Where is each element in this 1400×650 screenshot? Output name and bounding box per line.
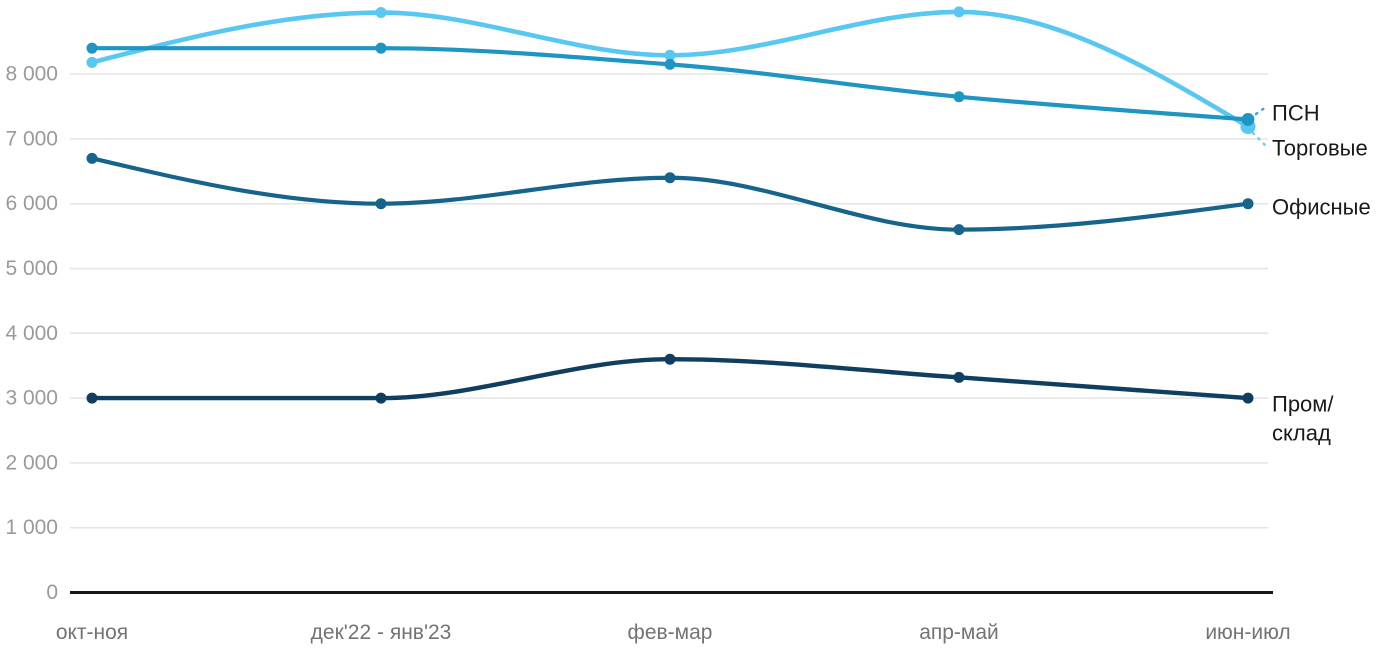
series-point-2-3	[953, 224, 965, 236]
series-point-0-2	[664, 58, 676, 70]
series-point-0-4	[1241, 113, 1255, 126]
y-tick-label-1000: 1 000	[5, 516, 58, 539]
series-label-3: Пром/	[1272, 392, 1334, 417]
gridlines	[70, 73, 1268, 529]
x-axis-tick-labels: окт-ноя дек'22 - янв'23 фев-мар апр-май июн-…	[56, 621, 1291, 644]
series-point-1-0	[86, 56, 98, 68]
series-point-0-3	[953, 91, 965, 103]
series-point-1-3	[953, 6, 965, 18]
series-line-3	[89, 357, 1251, 401]
y-tick-label-8000: 8 000	[5, 63, 58, 86]
label-connector-0	[1254, 105, 1268, 116]
series-point-2-4	[1242, 198, 1254, 210]
series-point-0-0	[86, 42, 98, 54]
label-connector-1	[1251, 131, 1267, 147]
series-lines	[86, 6, 1256, 404]
series-label-3-line2: склад	[1272, 421, 1331, 446]
y-tick-label-2000: 2 000	[5, 451, 58, 474]
series-point-1-2	[664, 49, 676, 61]
x-tick-label-3: апр-май	[919, 621, 999, 644]
x-tick-label-0: окт-ноя	[56, 621, 128, 644]
series-point-3-3	[953, 371, 965, 383]
series-point-2-0	[86, 152, 98, 164]
series-point-3-1	[375, 392, 387, 404]
series-point-3-2	[664, 353, 676, 365]
series-label-2: Офисные	[1272, 195, 1371, 220]
series-point-2-2	[664, 172, 676, 184]
y-tick-label-5000: 5 000	[5, 257, 58, 280]
y-tick-label-0: 0	[46, 581, 58, 604]
series-label-1: Торговые	[1272, 136, 1368, 161]
series-point-0-1	[375, 42, 387, 54]
series-label-0: ПСН	[1272, 101, 1320, 126]
y-tick-label-6000: 6 000	[5, 192, 58, 215]
x-tick-label-1: дек'22 - янв'23	[311, 621, 452, 644]
x-tick-label-2: фев-мар	[628, 621, 713, 644]
series-line-2	[89, 156, 1251, 232]
series-point-3-4	[1242, 392, 1254, 404]
x-tick-label-4: июн-июл	[1205, 621, 1290, 644]
series-point-1-1	[375, 7, 387, 19]
series-point-2-1	[375, 198, 387, 210]
y-tick-label-4000: 4 000	[5, 322, 58, 345]
y-tick-label-7000: 7 000	[5, 127, 58, 150]
series-direct-labels: ПСН Торговые Офисные Пром/склад	[1251, 101, 1371, 446]
y-axis-tick-labels: 0 1 000 2 000 3 000 4 000 5 000 6 000 7 000 8 00…	[5, 63, 58, 604]
series-point-3-0	[86, 392, 98, 404]
y-tick-label-3000: 3 000	[5, 387, 58, 410]
